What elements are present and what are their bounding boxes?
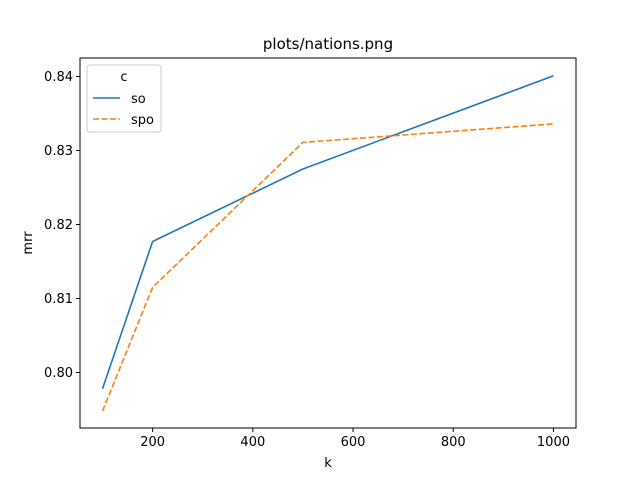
plot-frame [79, 57, 577, 429]
y-axis-ticks: 0.80 0.81 0.82 0.83 0.84 [44, 70, 80, 381]
series-line-spo [101, 123, 554, 412]
x-tick-label: 1000 [537, 435, 570, 450]
y-tick-label: 0.80 [44, 366, 73, 381]
plot-area [79, 57, 577, 429]
series-line-so [101, 75, 554, 390]
series-layer [101, 75, 554, 412]
legend-title: c [120, 70, 127, 85]
x-axis-label: k [324, 456, 332, 471]
chart-title: plots/nations.png [263, 35, 393, 53]
y-tick-label: 0.83 [44, 144, 73, 159]
y-tick-label: 0.82 [44, 218, 73, 233]
legend-label-spo: spo [131, 113, 154, 128]
y-tick-label: 0.84 [44, 70, 73, 85]
legend: c so spo [86, 64, 162, 133]
x-tick-label: 800 [441, 435, 466, 450]
x-tick-label: 400 [240, 435, 265, 450]
legend-box [86, 64, 162, 133]
legend-entries: so spo [93, 92, 154, 128]
x-tick-label: 200 [140, 435, 165, 450]
x-tick-label: 600 [341, 435, 366, 450]
legend-label-so: so [131, 92, 146, 107]
y-tick-label: 0.81 [44, 292, 73, 307]
x-axis-ticks: 200 400 600 800 1000 [140, 428, 570, 450]
y-axis-label: mrr [21, 231, 36, 255]
